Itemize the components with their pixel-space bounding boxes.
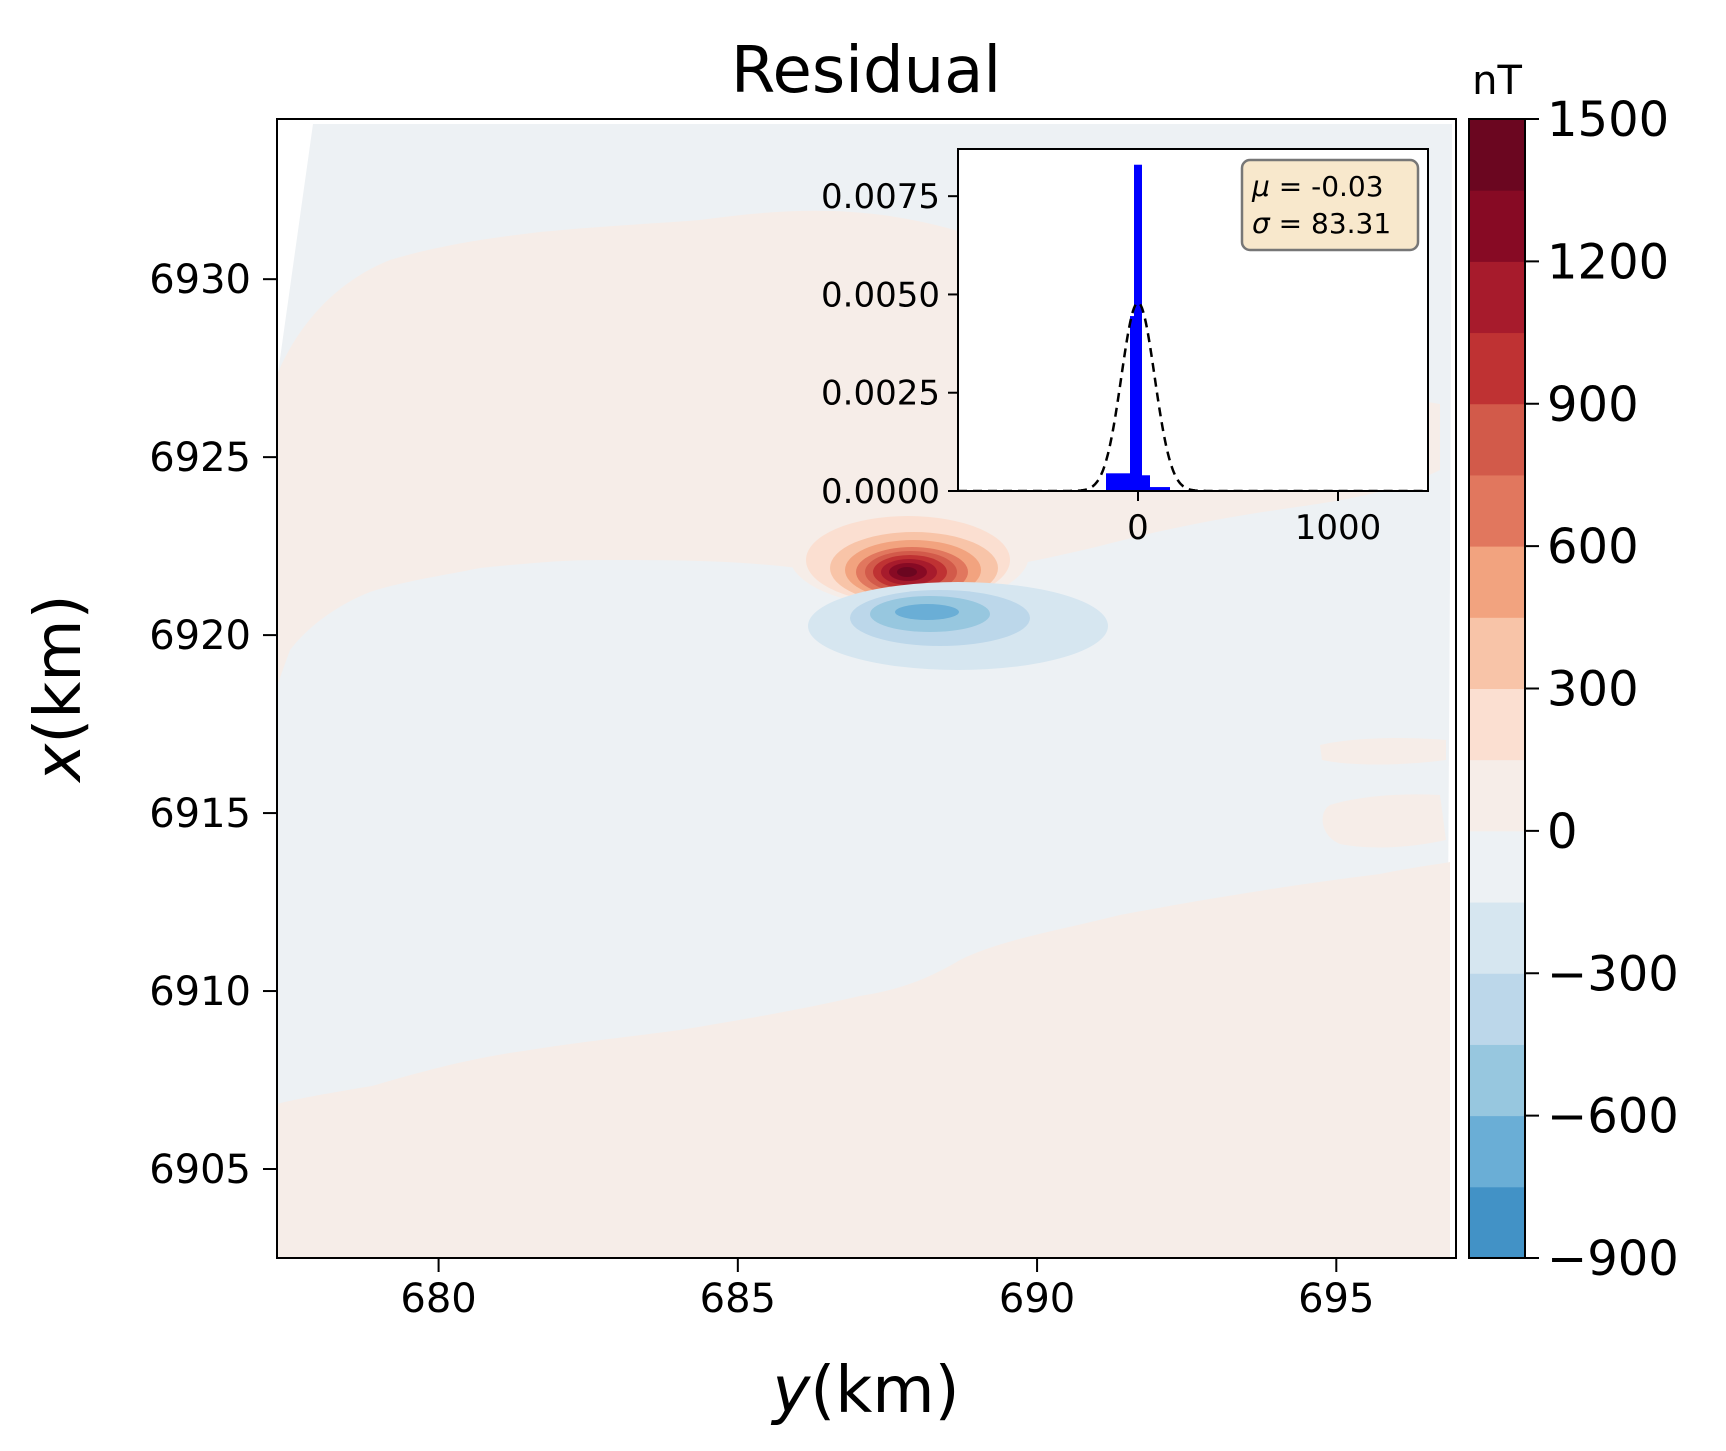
histogram-bar xyxy=(1134,164,1142,491)
colorbar-segment xyxy=(1469,973,1525,1045)
colorbar-segment xyxy=(1469,830,1525,903)
y-tick-label: 6915 xyxy=(149,791,251,837)
colorbar-segment xyxy=(1469,688,1525,761)
colorbar-tick-label: 0 xyxy=(1547,804,1578,860)
x-tick-label: 680 xyxy=(400,1276,476,1322)
colorbar xyxy=(1469,119,1525,1259)
positive-anomaly-contour xyxy=(897,567,917,577)
colorbar-segment xyxy=(1469,759,1525,832)
inset-x-tick-label: 0 xyxy=(1127,508,1149,548)
inset-y-tick-label: 0.0075 xyxy=(821,177,940,217)
colorbar-tick-label: −900 xyxy=(1547,1231,1679,1287)
colorbar-segment xyxy=(1469,332,1525,405)
colorbar-segment xyxy=(1469,546,1525,618)
x-tick-label: 695 xyxy=(1298,1276,1374,1322)
y-tick-label: 6920 xyxy=(149,613,251,659)
colorbar-tick-label: 900 xyxy=(1547,377,1639,433)
colorbar-tick-label: −300 xyxy=(1547,946,1679,1002)
y-tick-label: 6925 xyxy=(149,435,251,481)
y-tick-label: 6910 xyxy=(149,969,251,1015)
negative-anomaly-contour xyxy=(895,604,959,620)
histogram-bar xyxy=(1150,487,1170,491)
x-tick-label: 685 xyxy=(700,1276,776,1322)
x-axis-label-variable: y xyxy=(770,1354,811,1428)
colorbar-segment xyxy=(1469,1186,1525,1259)
y-axis-label: x(km) xyxy=(22,594,96,783)
inset-x-tick-label: 1000 xyxy=(1295,508,1382,548)
y-axis-label-variable: x xyxy=(22,743,96,784)
inset-y-ticks: 0.0000 0.0025 0.0050 0.0075 xyxy=(821,177,958,512)
x-axis-ticks: 680 685 690 695 xyxy=(400,1258,1374,1322)
mean-symbol: μ xyxy=(1251,170,1270,203)
x-tick-label: 690 xyxy=(999,1276,1075,1322)
std-symbol: σ xyxy=(1252,207,1271,240)
map-frame xyxy=(276,118,1457,1259)
colorbar-tick-label: −600 xyxy=(1547,1089,1679,1145)
mean-value: = -0.03 xyxy=(1270,170,1384,203)
y-axis-label-unit: (km) xyxy=(22,594,96,743)
inset-frame xyxy=(957,148,1429,492)
histogram-bar xyxy=(1122,473,1130,491)
stats-mean: μ = -0.03 xyxy=(1251,170,1384,203)
inset-x-ticks: 0 1000 xyxy=(1127,491,1381,548)
colorbar-tick-label: 600 xyxy=(1547,519,1639,575)
colorbar-tick-label: 300 xyxy=(1547,662,1639,718)
positive-patch-east-2 xyxy=(1320,737,1446,765)
y-tick-label: 6930 xyxy=(149,257,251,303)
histogram-bar xyxy=(1130,316,1134,491)
colorbar-segment xyxy=(1469,1044,1525,1117)
colorbar-segment xyxy=(1469,617,1525,689)
colorbar-tick-label: 1500 xyxy=(1547,92,1669,148)
std-value: = 83.31 xyxy=(1270,207,1391,240)
x-axis-label-unit: (km) xyxy=(810,1354,959,1428)
inset-bars xyxy=(1106,164,1170,491)
colorbar-segment xyxy=(1469,902,1525,974)
y-axis-ticks: 6905 6910 6915 6920 6925 6930 xyxy=(149,257,277,1193)
colorbar-segment xyxy=(1469,474,1525,547)
positive-patch-east xyxy=(1322,794,1446,848)
inset-y-tick-label: 0.0050 xyxy=(821,275,940,315)
histogram-bar xyxy=(1106,473,1122,491)
inset-y-tick-label: 0.0025 xyxy=(821,374,940,414)
chart-title: Residual xyxy=(731,34,1001,108)
colorbar-segment xyxy=(1469,190,1525,262)
positive-band-upper xyxy=(277,210,1440,686)
stats-box xyxy=(1240,158,1420,252)
colorbar-segment xyxy=(1469,1115,1525,1188)
positive-band-lower xyxy=(277,862,1450,1258)
stats-std: σ = 83.31 xyxy=(1252,207,1391,240)
inset-y-tick-label: 0.0000 xyxy=(821,472,940,512)
y-tick-label: 6905 xyxy=(149,1147,251,1193)
colorbar-segment xyxy=(1469,119,1525,191)
histogram-inset: 0 1000 0.0000 0.0025 0.0050 0.0075 μ = -0.03… xyxy=(821,148,1429,548)
colorbar-tick-label: 1200 xyxy=(1547,234,1669,290)
x-axis-label: y(km) xyxy=(770,1354,959,1428)
colorbar-segment xyxy=(1469,261,1525,334)
colorbar-label: nT xyxy=(1472,58,1522,104)
colorbar-ticks: 1500 1200 900 600 300 0 −300 −600 −900 xyxy=(1525,92,1679,1287)
colorbar-segment xyxy=(1469,403,1525,476)
histogram-bar xyxy=(1142,475,1150,491)
